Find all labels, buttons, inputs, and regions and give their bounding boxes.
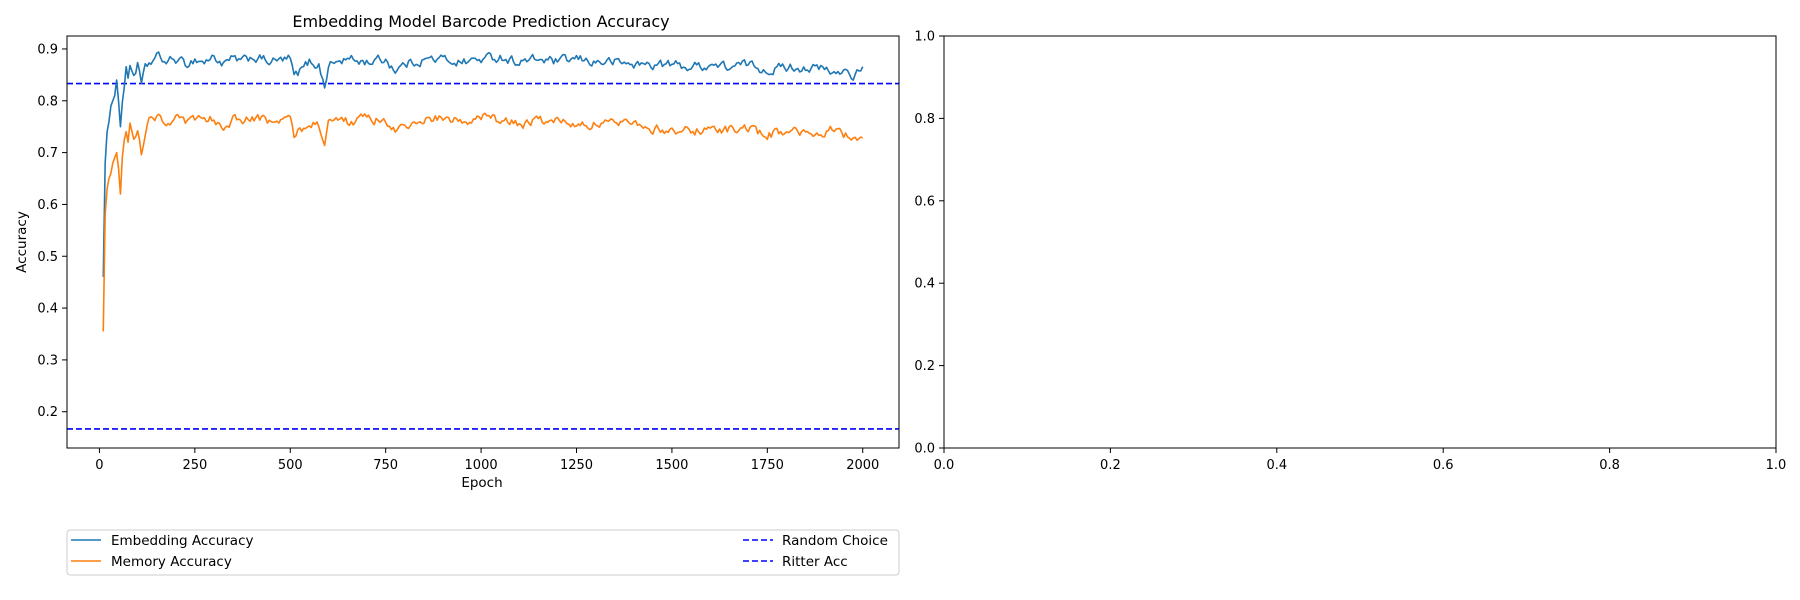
x-tick-label: 0.2 bbox=[1100, 458, 1121, 473]
y-tick-label: 0.4 bbox=[37, 302, 58, 317]
x-tick-label: 2000 bbox=[846, 458, 879, 473]
series-line-embedding-accuracy bbox=[102, 51, 864, 277]
x-tick-label: 0.8 bbox=[1599, 458, 1620, 473]
y-tick-label: 0.3 bbox=[37, 353, 58, 368]
x-tick-label: 0.6 bbox=[1433, 458, 1454, 473]
x-axis-label: Epoch bbox=[461, 475, 502, 491]
y-tick-label: 0.2 bbox=[37, 405, 58, 420]
x-tick-label: 0.4 bbox=[1266, 458, 1287, 473]
y-tick-label: 0.5 bbox=[37, 250, 58, 265]
y-tick-label: 0.9 bbox=[37, 42, 58, 57]
x-axis-ticks: 0 250 500 750 1000 1250 1500 1750 2000 bbox=[95, 448, 879, 473]
legend-box bbox=[66, 529, 900, 576]
axes-frame bbox=[66, 35, 900, 449]
legend-label-random: Random Choice bbox=[782, 533, 888, 549]
y-tick-label: 1.0 bbox=[914, 30, 935, 45]
y-tick-label: 0.8 bbox=[914, 112, 935, 127]
legend-label-embedding: Embedding Accuracy bbox=[111, 533, 254, 549]
x-tick-label: 1500 bbox=[655, 458, 688, 473]
y-axis-ticks-right: 0.0 0.2 0.4 0.6 0.8 1.0 bbox=[914, 30, 944, 457]
y-tick-label: 0.7 bbox=[37, 146, 58, 161]
x-tick-label: 1750 bbox=[751, 458, 784, 473]
x-tick-label: 0 bbox=[95, 458, 103, 473]
chart-title: Embedding Model Barcode Prediction Accur… bbox=[292, 12, 669, 31]
plot-area bbox=[67, 51, 899, 430]
y-axis-label: Accuracy bbox=[14, 211, 30, 273]
x-tick-label: 250 bbox=[182, 458, 207, 473]
y-tick-label: 0.6 bbox=[914, 194, 935, 209]
empty-chart: 0.0 0.2 0.4 0.6 0.8 1.0 0.0 0.2 0.4 0.6 0.8 1.0 bbox=[914, 30, 1786, 474]
series-line-memory-accuracy bbox=[102, 112, 864, 332]
legend-label-ritter: Ritter Acc bbox=[782, 554, 848, 570]
x-tick-label: 1000 bbox=[465, 458, 498, 473]
y-tick-label: 0.2 bbox=[914, 359, 935, 374]
x-tick-label: 750 bbox=[373, 458, 398, 473]
x-tick-label: 500 bbox=[278, 458, 303, 473]
x-tick-label: 1250 bbox=[560, 458, 593, 473]
y-tick-label: 0.0 bbox=[914, 442, 935, 457]
y-axis-ticks: 0.2 0.3 0.4 0.5 0.6 0.7 0.8 0.9 bbox=[37, 42, 67, 420]
y-tick-label: 0.4 bbox=[914, 277, 935, 292]
legend: Embedding Accuracy Memory Accuracy Rando… bbox=[66, 529, 900, 576]
y-tick-label: 0.8 bbox=[37, 94, 58, 109]
y-tick-label: 0.6 bbox=[37, 198, 58, 213]
x-axis-ticks-right: 0.0 0.2 0.4 0.6 0.8 1.0 bbox=[934, 448, 1787, 473]
accuracy-chart: Embedding Model Barcode Prediction Accur… bbox=[14, 12, 900, 491]
legend-label-memory: Memory Accuracy bbox=[111, 554, 232, 570]
axes-frame-right bbox=[943, 35, 1777, 449]
x-tick-label: 0.0 bbox=[934, 458, 955, 473]
x-tick-label: 1.0 bbox=[1766, 458, 1787, 473]
